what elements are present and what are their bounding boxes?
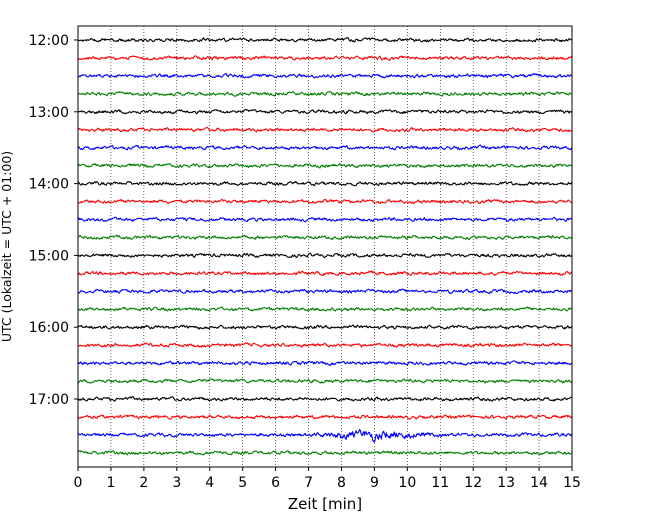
y-axis-title: UTC (Lokalzeit = UTC + 01:00): [0, 151, 14, 342]
x-tick-label: 15: [563, 475, 581, 491]
x-tick-label: 11: [431, 475, 449, 491]
trace-1445: [77, 234, 573, 241]
y-tick-label: 14:00: [29, 177, 69, 193]
x-tick-label: 7: [304, 475, 313, 491]
x-tick-label: 1: [106, 475, 115, 491]
trace-1345: [77, 162, 573, 169]
y-tick-label: 12:00: [29, 33, 69, 49]
trace-1530: [77, 288, 573, 295]
trace-1315: [77, 126, 573, 133]
trace-1645: [77, 378, 573, 384]
x-axis-ticks: 0 1 2 3 4 5 6 7 8 9 10 11 12 13 14 15: [74, 467, 581, 491]
x-tick-label: 2: [139, 475, 148, 491]
x-tick-label: 3: [172, 475, 181, 491]
x-tick-label: 14: [530, 475, 548, 491]
trace-1300: [77, 108, 573, 115]
trace-1215: [77, 55, 573, 61]
x-axis-title: Zeit [min]: [288, 495, 362, 513]
trace-1600: [77, 324, 573, 330]
trace-1200: [77, 37, 573, 43]
trace-1430: [77, 216, 573, 223]
x-tick-label: 0: [74, 475, 83, 491]
trace-1245: [77, 90, 572, 97]
traces: [77, 37, 573, 456]
trace-1745: [77, 450, 573, 456]
trace-1415: [77, 198, 573, 205]
y-tick-label: 17:00: [29, 392, 69, 408]
trace-1330: [77, 144, 573, 151]
x-tick-label: 10: [398, 475, 416, 491]
trace-1715: [77, 414, 573, 420]
x-tick-label: 9: [370, 475, 379, 491]
trace-1400: [77, 180, 573, 187]
x-tick-label: 4: [205, 475, 214, 491]
y-axis-ticks: 12:00 13:00 14:00 15:00 16:00 17:00: [29, 33, 78, 408]
x-tick-label: 13: [497, 475, 515, 491]
x-tick-label: 5: [238, 475, 247, 491]
trace-1730: [77, 429, 573, 443]
grid-lines: [110, 26, 540, 467]
trace-1500: [77, 252, 573, 259]
trace-1515: [77, 270, 573, 277]
x-tick-label: 8: [337, 475, 346, 491]
trace-1545: [77, 306, 573, 312]
trace-1700: [77, 396, 573, 402]
y-tick-label: 16:00: [29, 320, 69, 336]
x-tick-label: 12: [464, 475, 482, 491]
trace-1615: [77, 342, 573, 348]
y-tick-label: 13:00: [29, 105, 69, 121]
trace-1230: [77, 73, 573, 79]
y-tick-label: 15:00: [29, 248, 69, 264]
trace-1630: [77, 360, 573, 366]
plot-frame: [77, 25, 573, 468]
x-tick-label: 6: [271, 475, 280, 491]
